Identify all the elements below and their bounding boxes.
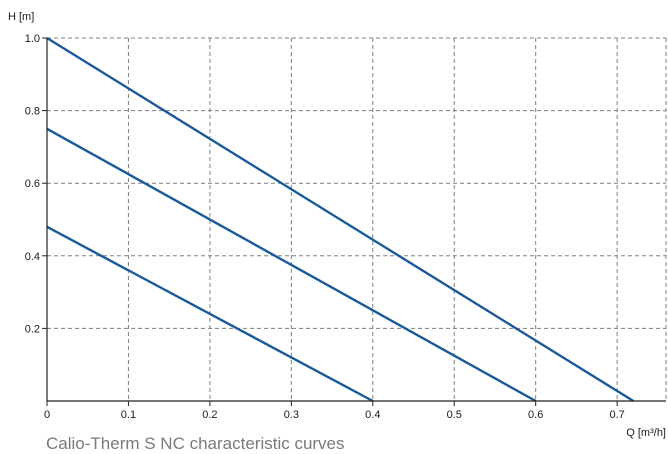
chart-caption: Calio-Therm S NC characteristic curves bbox=[46, 434, 345, 453]
y-tick-label-1: 0.4 bbox=[25, 251, 40, 263]
axes bbox=[42, 37, 666, 406]
y-tick-label-3: 0.8 bbox=[25, 106, 40, 118]
x-tick-label-0: 0 bbox=[44, 409, 50, 421]
x-tick-label-4: 0.4 bbox=[365, 409, 380, 421]
y-tick-label-4: 1.0 bbox=[25, 33, 40, 45]
y-axis-label: H [m] bbox=[8, 11, 34, 23]
series-line-1 bbox=[46, 127, 537, 403]
x-tick-label-1: 0.1 bbox=[121, 409, 136, 421]
x-tick-label-2: 0.2 bbox=[202, 409, 217, 421]
x-tick-label-3: 0.3 bbox=[284, 409, 299, 421]
x-tick-label-7: 0.7 bbox=[609, 409, 624, 421]
grid bbox=[47, 37, 667, 401]
x-tick-label-5: 0.5 bbox=[447, 409, 462, 421]
x-axis-label: Q [m³/h] bbox=[626, 427, 666, 439]
series-line-2 bbox=[46, 225, 374, 403]
x-tick-label-6: 0.6 bbox=[528, 409, 543, 421]
series-layer bbox=[46, 36, 635, 403]
y-tick-label-2: 0.6 bbox=[25, 178, 40, 190]
tick-labels: 0.2 0.4 0.6 0.8 1.0 0 0.1 0.2 0.3 0.4 0.5 0.6 0.7 H [… bbox=[8, 11, 666, 439]
series-line-0 bbox=[46, 36, 635, 403]
y-tick-label-0: 0.2 bbox=[25, 323, 40, 335]
